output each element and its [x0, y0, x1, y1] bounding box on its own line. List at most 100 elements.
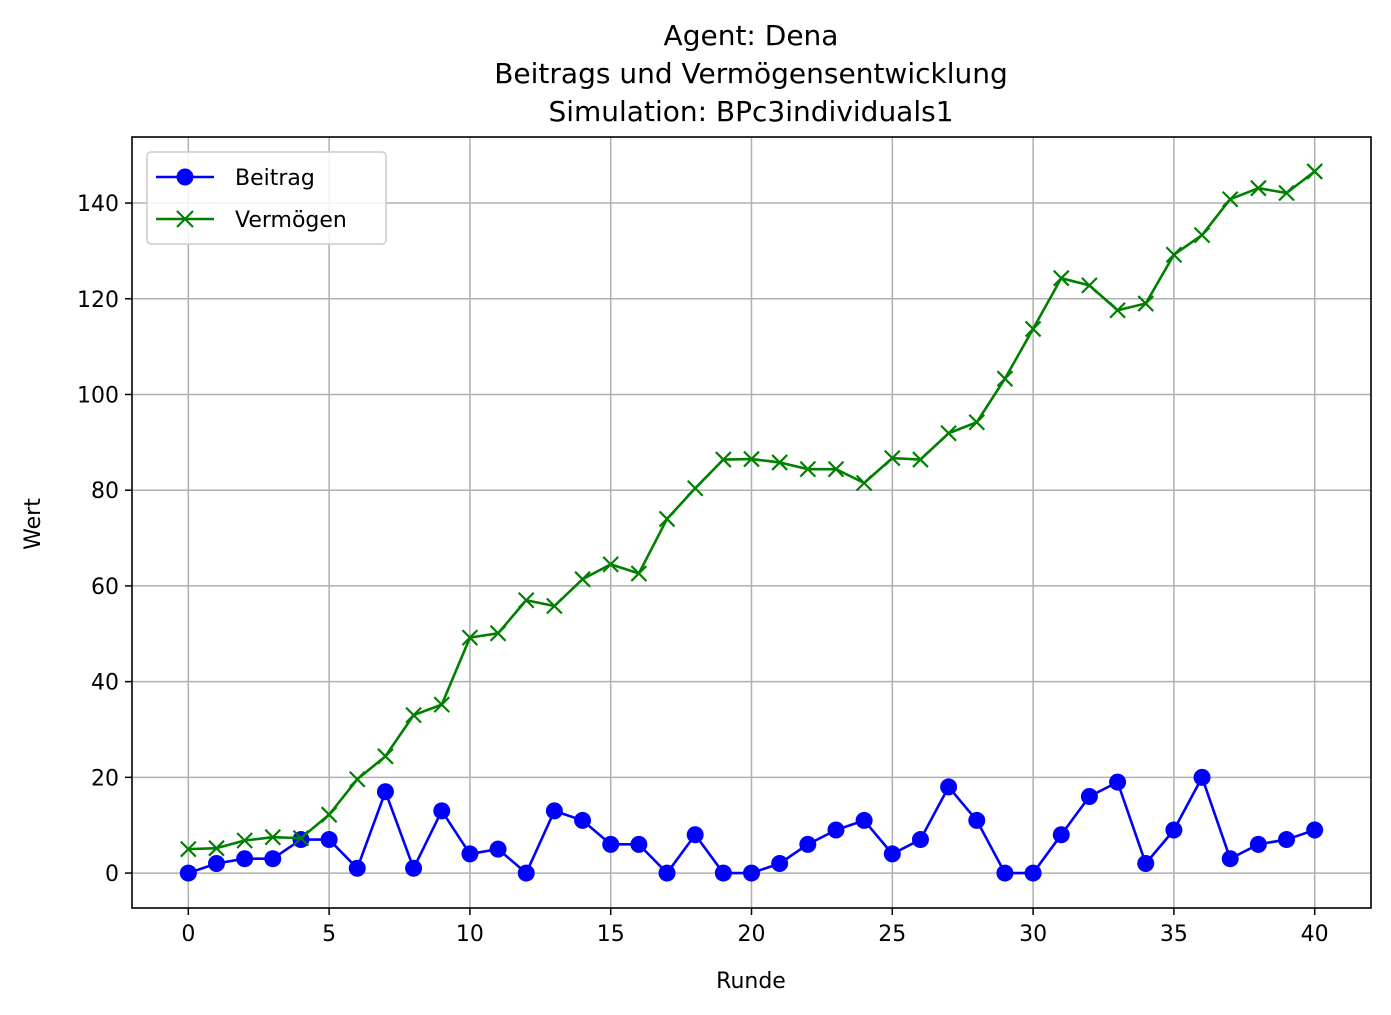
data-point-beitrag — [1249, 835, 1267, 853]
data-point-vermoegen — [799, 460, 817, 478]
data-point-beitrag — [545, 802, 563, 820]
data-point-vermoegen — [180, 840, 197, 858]
data-point-beitrag — [658, 864, 676, 882]
data-point-beitrag — [827, 821, 845, 839]
data-point-beitrag — [911, 831, 929, 849]
y-tick-label: 100 — [77, 383, 119, 408]
y-tick-label: 140 — [77, 192, 119, 217]
data-point-vermoegen — [1024, 320, 1042, 338]
x-tick-label: 40 — [1301, 922, 1329, 947]
legend-vermoegen-label: Vermögen — [235, 208, 347, 233]
data-point-beitrag — [1165, 821, 1183, 839]
y-axis-label: Wert — [21, 498, 46, 550]
data-point-beitrag — [489, 840, 507, 858]
data-point-vermoegen — [940, 424, 957, 442]
data-point-vermoegen — [461, 629, 479, 646]
data-point-beitrag — [1278, 831, 1296, 849]
data-point-beitrag — [714, 864, 732, 882]
data-point-vermoegen — [1109, 301, 1126, 319]
data-point-vermoegen — [377, 748, 394, 765]
data-point-beitrag — [1137, 854, 1155, 872]
x-axis-label: Runde — [716, 969, 786, 994]
data-point-vermoegen — [320, 806, 338, 823]
data-point-vermoegen — [1137, 295, 1155, 312]
data-point-beitrag — [574, 811, 592, 829]
data-point-beitrag — [883, 845, 901, 863]
data-point-vermoegen — [1165, 246, 1183, 264]
y-tick-label: 0 — [105, 862, 119, 887]
data-point-vermoegen — [1250, 179, 1267, 197]
x-tick-label: 30 — [1019, 922, 1047, 947]
data-point-vermoegen — [658, 510, 676, 528]
data-point-beitrag — [602, 835, 620, 853]
x-tick-label: 25 — [878, 922, 906, 947]
data-point-beitrag — [996, 864, 1014, 882]
y-tick-label: 80 — [91, 479, 119, 504]
data-point-beitrag — [686, 826, 704, 844]
data-point-vermoegen — [405, 706, 422, 724]
x-tick-label: 35 — [1160, 922, 1188, 947]
data-point-vermoegen — [968, 413, 986, 431]
data-point-beitrag — [1193, 768, 1211, 786]
x-tick-label: 15 — [597, 922, 625, 947]
data-point-beitrag — [1080, 787, 1098, 805]
data-point-beitrag — [1052, 826, 1070, 844]
data-point-vermoegen — [574, 570, 591, 588]
data-point-beitrag — [461, 845, 479, 863]
data-point-vermoegen — [1052, 269, 1070, 287]
data-point-vermoegen — [489, 625, 507, 642]
data-point-beitrag — [348, 859, 366, 877]
data-point-vermoegen — [517, 591, 535, 609]
data-point-vermoegen — [884, 449, 901, 467]
x-tick-label: 20 — [738, 922, 766, 947]
data-point-beitrag — [376, 783, 394, 801]
y-tick-label: 120 — [77, 288, 119, 313]
data-point-vermoegen — [292, 829, 310, 847]
data-point-beitrag — [1109, 773, 1127, 791]
data-point-beitrag — [236, 850, 254, 868]
ticks: 0 5 10 15 20 25 30 35 40 0 20 40 60 80 100 120 140 — [77, 192, 1329, 947]
data-point-vermoegen — [546, 597, 563, 615]
data-point-beitrag — [743, 864, 760, 882]
data-point-vermoegen — [264, 828, 282, 846]
data-point-vermoegen — [1081, 277, 1098, 294]
data-point-beitrag — [771, 854, 789, 872]
data-point-vermoegen — [602, 556, 619, 573]
data-point-beitrag — [517, 864, 535, 882]
data-point-vermoegen — [348, 770, 366, 788]
data-point-vermoegen — [1221, 190, 1239, 208]
data-point-vermoegen — [630, 565, 648, 582]
data-point-vermoegen — [1193, 226, 1211, 244]
x-tick-label: 10 — [456, 922, 484, 947]
y-tick-label: 60 — [91, 575, 119, 600]
chart-title-line-1: Agent: Dena — [664, 19, 839, 52]
data-point-beitrag — [968, 811, 986, 829]
legend: Beitrag Vermögen — [146, 151, 387, 245]
data-point-beitrag — [207, 854, 225, 872]
data-point-vermoegen — [827, 460, 845, 478]
chart-title-line-3: Simulation: BPc3individuals1 — [548, 95, 953, 128]
data-point-vermoegen — [996, 370, 1014, 387]
data-point-beitrag — [940, 778, 958, 796]
y-tick-label: 40 — [91, 671, 119, 696]
data-point-vermoegen — [743, 450, 760, 468]
x-tick-label: 5 — [322, 922, 336, 947]
data-point-vermoegen — [1278, 184, 1295, 202]
data-point-vermoegen — [236, 832, 253, 849]
data-point-beitrag — [799, 835, 817, 853]
data-point-beitrag — [433, 802, 451, 820]
legend-box — [146, 151, 387, 245]
data-point-vermoegen — [433, 696, 451, 713]
data-point-beitrag — [405, 859, 423, 877]
data-point-beitrag — [179, 864, 197, 882]
x-tick-label: 0 — [181, 922, 195, 947]
data-point-vermoegen — [912, 451, 929, 468]
data-point-vermoegen — [686, 480, 704, 497]
chart-title-line-2: Beitrags und Vermögensentwicklung — [494, 57, 1008, 90]
data-point-beitrag — [264, 850, 282, 868]
grid — [132, 137, 1371, 908]
data-point-beitrag — [855, 811, 873, 829]
legend-vermoegen-marker — [176, 210, 194, 228]
